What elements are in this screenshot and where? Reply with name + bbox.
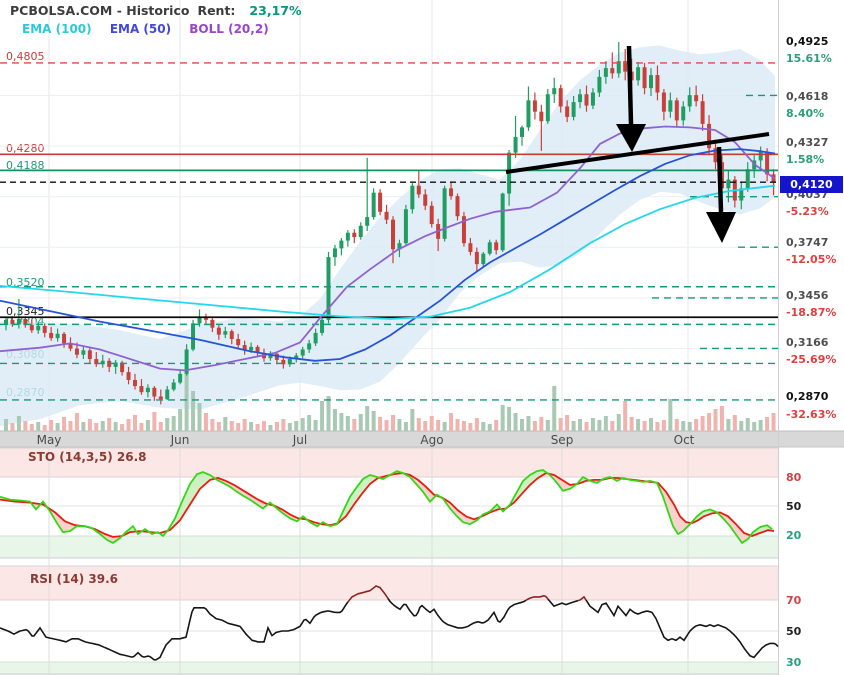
price-chart-canvas[interactable]: [0, 0, 844, 675]
chart-window: 0,4805 0,4280 0,4188 0,3520 0,3345 0,330…: [0, 0, 844, 675]
